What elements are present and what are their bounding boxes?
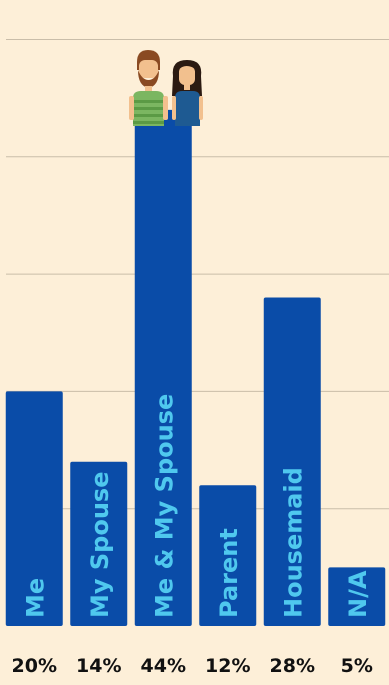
bar-value-label: 5% bbox=[341, 655, 373, 677]
bar-category-label: Me bbox=[21, 578, 49, 618]
bar-value-label: 14% bbox=[76, 655, 121, 677]
bar bbox=[199, 485, 257, 626]
bar-value-label: 20% bbox=[12, 655, 57, 677]
bar-category-label: Housemaid bbox=[279, 467, 307, 618]
man-icon bbox=[129, 50, 168, 126]
bar bbox=[5, 391, 63, 626]
bar bbox=[328, 567, 386, 626]
woman-icon bbox=[172, 60, 203, 126]
bar-value-label: 44% bbox=[141, 655, 186, 677]
bar bbox=[263, 297, 321, 626]
value-labels: 20% 14% 44% 12% 28% 5% bbox=[12, 655, 373, 677]
bar-value-label: 12% bbox=[205, 655, 250, 677]
bar-category-label: My Spouse bbox=[86, 472, 114, 618]
bar-value-label: 28% bbox=[270, 655, 315, 677]
bar bbox=[70, 461, 128, 626]
couple-icon bbox=[129, 50, 203, 126]
bars bbox=[5, 109, 386, 627]
bar bbox=[134, 109, 192, 627]
bar-category-label: Parent bbox=[215, 528, 243, 618]
bar-category-label: Me & My Spouse bbox=[150, 394, 178, 618]
bar-labels: Me My Spouse Me & My Spouse Parent Housemaid… bbox=[21, 394, 372, 618]
gridlines bbox=[6, 38, 389, 510]
bar-category-label: N/A bbox=[344, 570, 372, 618]
